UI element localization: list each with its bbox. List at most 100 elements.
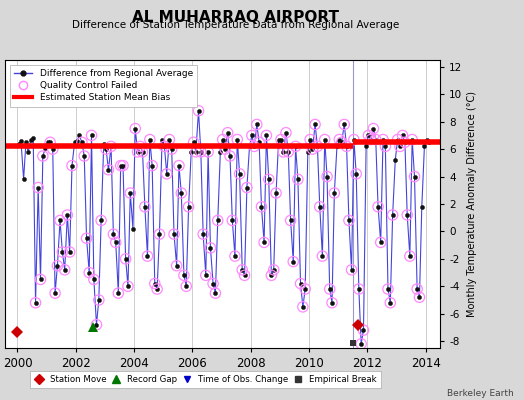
Point	[318, 253, 326, 259]
Point	[68, 162, 76, 169]
Point	[416, 294, 424, 300]
Point	[223, 130, 232, 136]
Point	[410, 173, 419, 180]
Point	[170, 231, 178, 237]
Point	[92, 322, 101, 328]
Text: Difference of Station Temperature Data from Regional Average: Difference of Station Temperature Data f…	[72, 20, 399, 30]
Point	[131, 125, 139, 132]
Point	[211, 290, 220, 296]
Point	[301, 286, 309, 292]
Point	[289, 258, 298, 265]
Point	[140, 204, 149, 210]
Point	[148, 162, 156, 169]
Point	[175, 162, 183, 169]
Point	[78, 139, 86, 146]
Point	[109, 231, 117, 237]
Point	[194, 108, 203, 114]
Point	[214, 217, 222, 224]
Point	[364, 132, 373, 139]
Point	[97, 217, 105, 224]
Point	[107, 143, 115, 150]
Point	[114, 290, 123, 296]
Point	[104, 166, 113, 173]
Point	[342, 143, 351, 150]
Point	[192, 149, 200, 155]
Point	[233, 136, 242, 143]
Point	[184, 204, 193, 210]
Point	[39, 153, 47, 159]
Point	[291, 143, 300, 150]
Point	[143, 253, 151, 259]
Point	[345, 217, 353, 224]
Point	[355, 286, 363, 292]
Point	[367, 136, 375, 143]
Point	[219, 136, 227, 143]
Text: AL MUHARRAQ AIRPORT: AL MUHARRAQ AIRPORT	[132, 10, 340, 25]
Point	[122, 256, 130, 262]
Point	[160, 143, 169, 150]
Point	[328, 300, 336, 306]
Point	[299, 304, 307, 310]
Point	[401, 139, 409, 146]
Point	[189, 139, 198, 146]
Point	[297, 280, 305, 287]
Point	[202, 272, 210, 278]
Point	[196, 149, 205, 155]
Point	[260, 239, 268, 246]
Point	[231, 253, 239, 259]
Point	[102, 146, 110, 152]
Point	[124, 283, 132, 290]
Point	[396, 143, 404, 150]
Point	[34, 184, 42, 191]
Point	[403, 212, 411, 218]
Point	[257, 204, 266, 210]
Point	[126, 190, 135, 196]
Point	[182, 283, 190, 290]
Point	[369, 125, 378, 132]
Point	[255, 139, 264, 146]
Point	[277, 136, 285, 143]
Point	[359, 327, 368, 333]
Point	[381, 143, 389, 150]
Point	[206, 245, 215, 251]
Point	[221, 146, 229, 152]
Point	[282, 130, 290, 136]
Point	[352, 171, 361, 177]
Point	[306, 136, 314, 143]
Point	[377, 239, 385, 246]
Point	[357, 341, 365, 347]
Point	[180, 272, 188, 278]
Point	[165, 136, 173, 143]
Point	[386, 300, 395, 306]
Point	[60, 267, 69, 273]
Point	[408, 136, 417, 143]
Point	[372, 136, 380, 143]
Point	[267, 272, 276, 278]
Point	[394, 136, 402, 143]
Point	[150, 280, 159, 287]
Point	[116, 162, 125, 169]
Point	[136, 143, 145, 150]
Point	[398, 132, 407, 139]
Point	[46, 139, 54, 146]
Point	[308, 146, 316, 152]
Point	[269, 267, 278, 273]
Point	[374, 204, 383, 210]
Point	[253, 121, 261, 128]
Point	[177, 190, 185, 196]
Point	[347, 267, 356, 273]
Point	[265, 176, 273, 182]
Point	[340, 121, 348, 128]
Point	[51, 290, 59, 296]
Point	[36, 276, 45, 283]
Point	[228, 217, 236, 224]
Point	[162, 171, 171, 177]
Legend: Station Move, Record Gap, Time of Obs. Change, Empirical Break: Station Move, Record Gap, Time of Obs. C…	[30, 371, 380, 388]
Point	[248, 132, 256, 139]
Text: Berkeley Earth: Berkeley Earth	[447, 389, 514, 398]
Point	[413, 286, 421, 292]
Point	[330, 190, 339, 196]
Point	[204, 149, 212, 155]
Y-axis label: Monthly Temperature Anomaly Difference (°C): Monthly Temperature Anomaly Difference (…	[466, 91, 477, 317]
Point	[226, 153, 234, 159]
